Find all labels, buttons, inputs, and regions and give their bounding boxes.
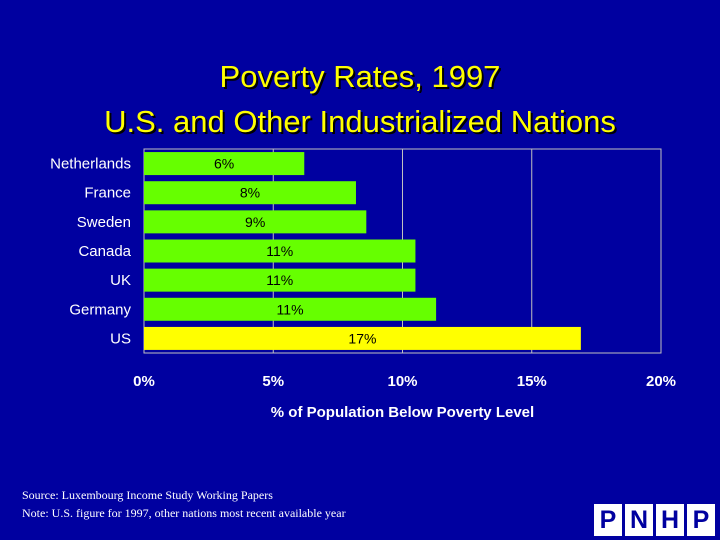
bar — [144, 152, 305, 176]
logo-letter: P — [687, 504, 715, 536]
logo-letter: H — [656, 504, 684, 536]
category-label: Netherlands — [50, 156, 131, 173]
category-label: Germany — [69, 301, 131, 318]
source-note: Source: Luxembourg Income Study Working … — [22, 488, 273, 502]
data-label: 8% — [240, 185, 260, 201]
data-label: 11% — [266, 243, 293, 259]
logo-letter: P — [594, 504, 622, 536]
category-label: Sweden — [77, 214, 131, 231]
x-tick-label: 5% — [262, 373, 284, 390]
x-axis-label: % of Population Below Poverty Level — [270, 404, 535, 421]
data-label: 17% — [348, 330, 376, 346]
category-label: France — [84, 185, 131, 202]
data-label: 11% — [266, 272, 293, 288]
data-label: 11% — [277, 301, 304, 317]
pnhp-logo: P N H P — [594, 504, 715, 536]
data-label: 6% — [214, 156, 234, 172]
chart-title-line-1: Poverty Rates, 1997 — [219, 59, 501, 94]
category-label: Canada — [78, 243, 131, 260]
bar — [144, 210, 367, 234]
x-tick-label: 0% — [133, 373, 155, 390]
footnote: Note: U.S. figure for 1997, other nation… — [22, 506, 346, 520]
bar — [144, 239, 416, 263]
bar — [144, 326, 581, 350]
bar — [144, 297, 437, 321]
chart-title-line-2: U.S. and Other Industrialized Nations — [104, 104, 616, 139]
x-tick-label: 20% — [646, 373, 676, 390]
category-label: UK — [110, 272, 131, 289]
x-tick-label: 15% — [517, 373, 547, 390]
bar — [144, 181, 356, 205]
bar — [144, 268, 416, 292]
x-tick-label: 10% — [387, 373, 417, 390]
category-label: US — [110, 330, 131, 347]
data-label: 9% — [245, 214, 265, 230]
logo-letter: N — [625, 504, 653, 536]
